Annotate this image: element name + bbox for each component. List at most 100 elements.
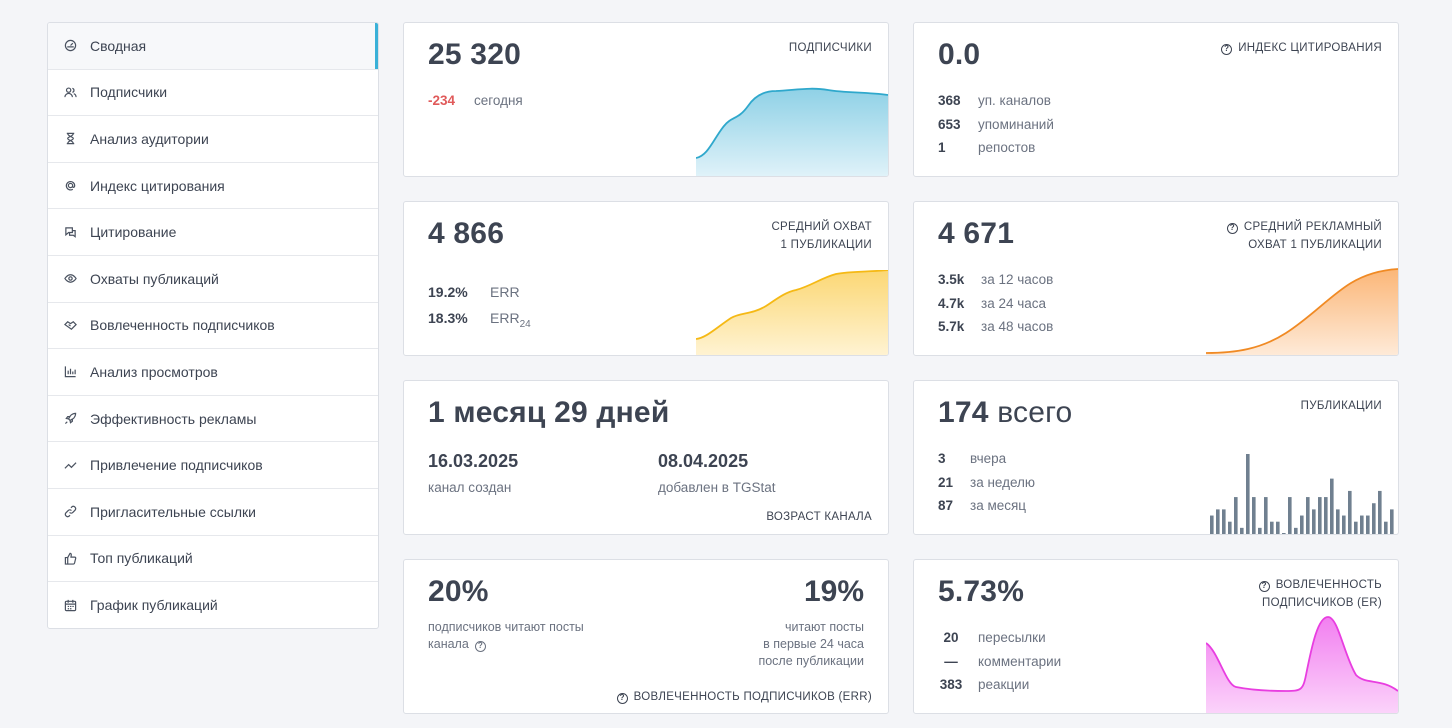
card-title: ? СРЕДНИЙ РЕКЛАМНЫЙ ОХВАТ 1 ПУБЛИКАЦИИ	[1226, 218, 1382, 254]
sidebar-item-label: Эффективность рекламы	[90, 410, 257, 427]
posts-bar	[1246, 454, 1250, 534]
subscribers-sparkline	[696, 87, 888, 176]
stat-row: 383 реакции	[939, 677, 1030, 692]
calendar-icon	[63, 598, 77, 612]
er-value: 5.73%	[938, 575, 1025, 608]
sidebar-item-subscribers[interactable]: Подписчики	[48, 70, 378, 117]
err-left-value: 20%	[428, 575, 489, 608]
link-icon	[63, 505, 77, 519]
ad-reach-value: 4 671	[938, 217, 1015, 250]
stat-row: 3 вчера	[938, 451, 1007, 466]
posts-bar	[1390, 509, 1394, 534]
stat-row: 1 репостов	[938, 140, 1036, 155]
avg-reach-sparkline	[696, 270, 888, 355]
sidebar-item-label: Цитирование	[90, 224, 177, 241]
err24-row: 18.3% ERR24	[428, 310, 531, 330]
er-card[interactable]: 5.73% ? ВОВЛЕЧЕННОСТЬ ПОДПИСЧИКОВ (ER) 20 п…	[913, 559, 1399, 714]
card-title: ? ВОВЛЕЧЕННОСТЬ ПОДПИСЧИКОВ (ERR)	[616, 688, 872, 706]
help-icon[interactable]: ?	[616, 693, 628, 704]
created-label: канал создан	[428, 480, 512, 495]
handshake-icon	[63, 318, 77, 332]
sidebar-item-citation-index[interactable]: Индекс цитирования	[48, 163, 378, 210]
channel-age-card[interactable]: 1 месяц 29 дней 16.03.2025 канал создан …	[403, 380, 889, 535]
bar-chart-icon	[63, 365, 77, 379]
posts-bar	[1378, 490, 1382, 534]
trend-icon	[63, 458, 77, 472]
stat-row: — комментарии	[944, 654, 1062, 669]
subscribers-card[interactable]: 25 320 ПОДПИСЧИКИ -234 сегодня	[403, 22, 889, 177]
sidebar-item-label: График публикаций	[90, 597, 218, 614]
sidebar-item-label: Вовлеченность подписчиков	[90, 317, 275, 334]
help-icon[interactable]: ?	[474, 641, 486, 652]
er-sparkline	[1206, 616, 1398, 713]
posts-bar	[1210, 515, 1214, 534]
stat-row: 87 за месяц	[938, 498, 1027, 513]
sidebar-item-invite-links[interactable]: Пригласительные ссылки	[48, 489, 378, 536]
sidebar-item-engagement[interactable]: Вовлеченность подписчиков	[48, 303, 378, 350]
sidebar-item-audience[interactable]: Анализ аудитории	[48, 116, 378, 163]
sidebar-nav: Сводная Подписчики Анализ аудитории Инде…	[47, 22, 379, 629]
posts-bar	[1228, 521, 1232, 534]
sidebar-item-summary[interactable]: Сводная	[48, 23, 378, 70]
sidebar-item-views-analysis[interactable]: Анализ просмотров	[48, 349, 378, 396]
help-icon[interactable]: ?	[1226, 223, 1238, 234]
posts-bar	[1216, 509, 1220, 534]
posts-bar	[1270, 521, 1274, 534]
sidebar-item-label: Сводная	[90, 37, 147, 54]
posts-bar	[1306, 497, 1310, 534]
posts-bar	[1258, 527, 1262, 534]
posts-bar	[1234, 497, 1238, 534]
posts-bar	[1330, 478, 1334, 534]
stat-row: 5.7k за 48 часов	[938, 319, 1054, 334]
sidebar-item-acquisition[interactable]: Привлечение подписчиков	[48, 442, 378, 489]
stat-row: 21 за неделю	[938, 475, 1036, 490]
err-right-label: читают посты в первые 24 часа после публик…	[758, 620, 864, 668]
card-title: ПОДПИСЧИКИ	[788, 42, 872, 54]
avg-reach-card[interactable]: 4 866 СРЕДНИЙ ОХВАТ 1 ПУБЛИКАЦИИ 19.2% ERR…	[403, 201, 889, 356]
sidebar-item-reach[interactable]: Охваты публикаций	[48, 256, 378, 303]
sidebar-item-top-posts[interactable]: Топ публикаций	[48, 536, 378, 583]
added-label: добавлен в TGStat	[658, 480, 776, 495]
sidebar-item-label: Привлечение подписчиков	[90, 457, 263, 474]
ad-reach-card[interactable]: 4 671 ? СРЕДНИЙ РЕКЛАМНЫЙ ОХВАТ 1 ПУБЛИКАЦ…	[913, 201, 1399, 356]
posts-bar	[1354, 521, 1358, 534]
card-title: ВОЗРАСТ КАНАЛА	[766, 511, 872, 523]
channel-age-value: 1 месяц 29 дней	[428, 396, 670, 429]
sidebar-item-label: Анализ просмотров	[90, 363, 218, 380]
posts-bar	[1288, 497, 1292, 534]
dashboard-icon	[63, 39, 77, 53]
subscribers-delta-row: -234 сегодня	[428, 93, 523, 109]
users-icon	[63, 85, 77, 99]
added-block: 08.04.2025 добавлен в TGStat	[658, 451, 775, 496]
card-title: ПУБЛИКАЦИИ	[1300, 400, 1382, 412]
posts-total: 174 всего	[938, 396, 1073, 429]
posts-bar	[1294, 527, 1298, 534]
avg-reach-value: 4 866	[428, 217, 505, 250]
sidebar-item-label: Подписчики	[90, 84, 168, 101]
citation-index-card[interactable]: 0.0 ? ИНДЕКС ЦИТИРОВАНИЯ 368 уп. каналов 6…	[913, 22, 1399, 177]
posts-bar	[1360, 515, 1364, 534]
hourglass-icon	[63, 132, 77, 146]
posts-bar	[1348, 490, 1352, 534]
card-title: СРЕДНИЙ ОХВАТ 1 ПУБЛИКАЦИИ	[771, 221, 872, 251]
rocket-icon	[63, 412, 77, 426]
posts-bar	[1300, 515, 1304, 534]
sidebar-item-label: Анализ аудитории	[90, 130, 209, 147]
help-icon[interactable]: ?	[1258, 581, 1270, 592]
posts-bar	[1312, 509, 1316, 534]
created-date: 16.03.2025	[428, 451, 519, 471]
err-card[interactable]: 20% подписчиков читают посты канала? 19% …	[403, 559, 889, 714]
sidebar-item-citations[interactable]: Цитирование	[48, 209, 378, 256]
posts-bar	[1222, 509, 1226, 534]
subscribers-count: 25 320	[428, 38, 521, 71]
sidebar-item-ad-efficiency[interactable]: Эффективность рекламы	[48, 396, 378, 443]
sidebar-item-label: Индекс цитирования	[90, 177, 225, 194]
sidebar-item-label: Охваты публикаций	[90, 270, 219, 287]
posts-bar	[1276, 521, 1280, 534]
posts-card[interactable]: 174 всего ПУБЛИКАЦИИ 3 вчера 21 за неделю …	[913, 380, 1399, 535]
ad-reach-sparkline	[1206, 268, 1398, 355]
card-title: ? ВОВЛЕЧЕННОСТЬ ПОДПИСЧИКОВ (ER)	[1258, 576, 1382, 612]
help-icon[interactable]: ?	[1221, 44, 1233, 55]
posts-bar	[1252, 497, 1256, 534]
sidebar-item-schedule[interactable]: График публикаций	[48, 582, 378, 628]
